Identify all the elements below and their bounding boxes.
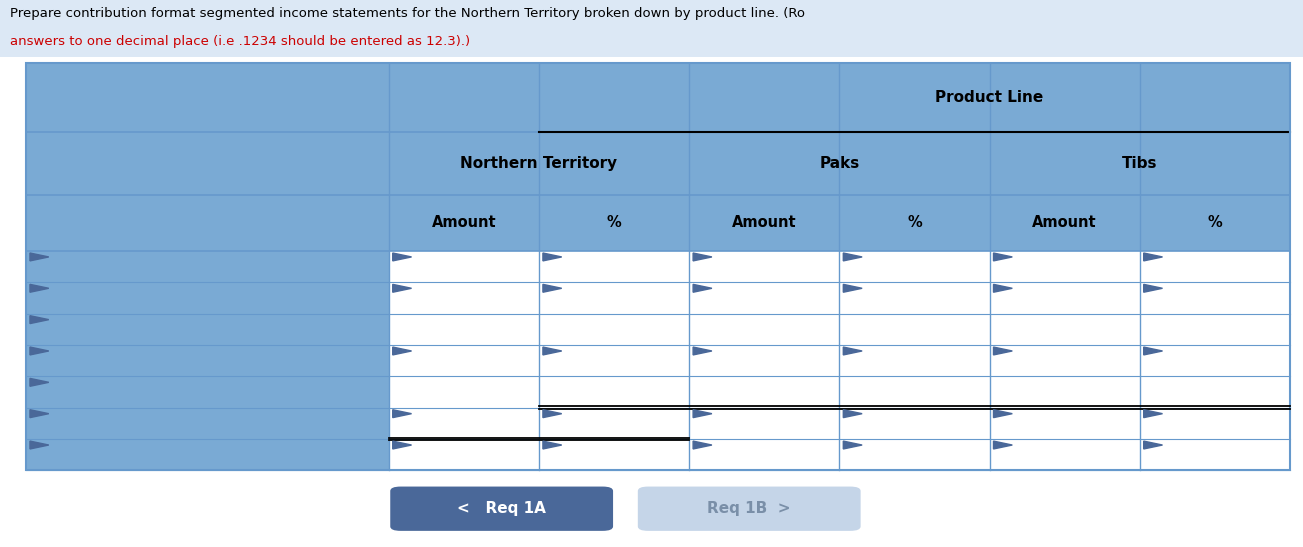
Text: <   Req 1A: < Req 1A <box>457 501 546 516</box>
Bar <box>26 251 388 470</box>
Polygon shape <box>1144 441 1162 449</box>
Bar <box>388 313 1290 345</box>
Polygon shape <box>693 347 711 355</box>
Text: %: % <box>907 216 921 230</box>
Bar <box>388 251 1290 282</box>
Text: Product Line: Product Line <box>936 90 1044 105</box>
Bar <box>26 251 388 470</box>
Polygon shape <box>30 316 48 324</box>
Polygon shape <box>30 441 48 449</box>
FancyBboxPatch shape <box>638 487 860 531</box>
Text: Paks: Paks <box>820 156 860 171</box>
Bar <box>0 0 1303 57</box>
Polygon shape <box>1144 347 1162 355</box>
Bar <box>26 63 1290 470</box>
Text: answers to one decimal place (i.e .1234 should be entered as 12.3).): answers to one decimal place (i.e .1234 … <box>10 35 470 48</box>
Polygon shape <box>993 253 1012 261</box>
Polygon shape <box>30 284 48 292</box>
Bar <box>26 63 1290 251</box>
Bar <box>388 439 1290 470</box>
Polygon shape <box>30 379 48 386</box>
Polygon shape <box>543 410 562 417</box>
Bar <box>388 251 1290 470</box>
Polygon shape <box>843 284 863 292</box>
Text: Northern Territory: Northern Territory <box>460 156 618 171</box>
Polygon shape <box>392 410 412 417</box>
Polygon shape <box>843 347 863 355</box>
Polygon shape <box>30 347 48 355</box>
Polygon shape <box>1144 253 1162 261</box>
Text: Tibs: Tibs <box>1122 156 1157 171</box>
Bar <box>388 408 1290 439</box>
Text: Req 1B  >: Req 1B > <box>708 501 791 516</box>
FancyBboxPatch shape <box>391 487 612 531</box>
Text: %: % <box>1208 216 1222 230</box>
Polygon shape <box>993 284 1012 292</box>
Bar <box>26 63 1290 470</box>
Polygon shape <box>543 347 562 355</box>
Polygon shape <box>693 284 711 292</box>
Polygon shape <box>993 410 1012 417</box>
Polygon shape <box>1144 284 1162 292</box>
Polygon shape <box>843 441 863 449</box>
Polygon shape <box>543 441 562 449</box>
Bar <box>388 376 1290 408</box>
Text: Amount: Amount <box>1032 216 1097 230</box>
Bar <box>388 282 1290 313</box>
Text: Prepare contribution format segmented income statements for the Northern Territo: Prepare contribution format segmented in… <box>10 7 805 20</box>
Polygon shape <box>693 441 711 449</box>
Polygon shape <box>392 284 412 292</box>
Bar <box>388 345 1290 376</box>
Polygon shape <box>30 410 48 417</box>
Polygon shape <box>392 347 412 355</box>
Polygon shape <box>843 253 863 261</box>
Polygon shape <box>693 253 711 261</box>
Polygon shape <box>993 347 1012 355</box>
Polygon shape <box>392 441 412 449</box>
Polygon shape <box>843 410 863 417</box>
Polygon shape <box>543 284 562 292</box>
Polygon shape <box>543 253 562 261</box>
Polygon shape <box>1144 410 1162 417</box>
Polygon shape <box>993 441 1012 449</box>
Text: Amount: Amount <box>431 216 496 230</box>
Polygon shape <box>392 253 412 261</box>
Text: Amount: Amount <box>732 216 796 230</box>
Text: %: % <box>607 216 622 230</box>
Polygon shape <box>693 410 711 417</box>
Polygon shape <box>30 253 48 261</box>
